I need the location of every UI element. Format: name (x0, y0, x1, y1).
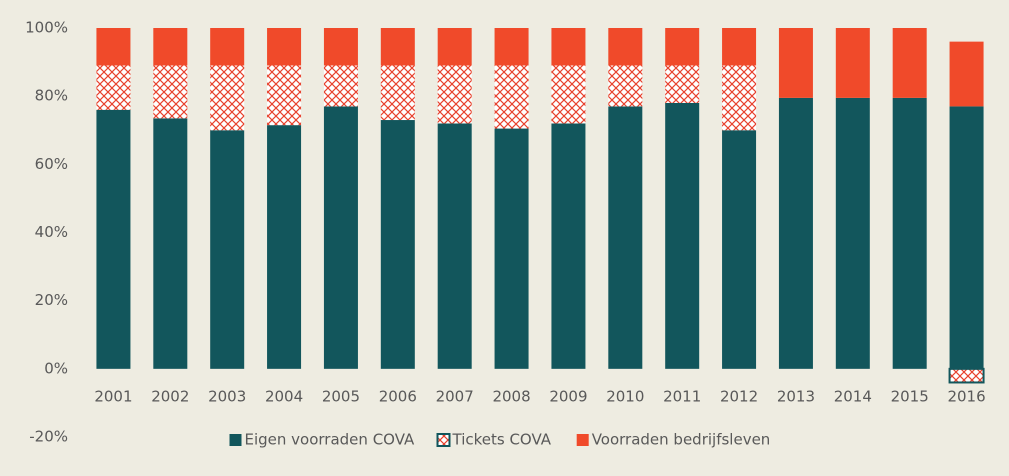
bar-segment (551, 65, 586, 124)
legend-label: Tickets COVA (452, 431, 552, 449)
bar-segment (665, 28, 700, 66)
bar-segment (949, 41, 984, 107)
y-tick-label: 40% (35, 223, 68, 241)
bar-segment (665, 65, 700, 103)
bar-segment (494, 65, 529, 129)
bar-segment (608, 28, 643, 66)
legend-label: Eigen voorraden COVA (245, 431, 416, 449)
x-tick-label: 2010 (606, 387, 644, 405)
y-tick-label: 0% (44, 359, 68, 377)
y-tick-label: 20% (35, 291, 68, 309)
x-tick-label: 2016 (947, 387, 985, 405)
x-tick-label: 2006 (379, 387, 417, 405)
bar-segment (665, 102, 700, 369)
x-tick-label: 2013 (777, 387, 815, 405)
bar-segment (96, 109, 131, 369)
bar-segment (153, 118, 188, 369)
legend-swatch (576, 434, 589, 446)
bar-segment (778, 97, 813, 369)
x-tick-label: 2009 (549, 387, 587, 405)
bar-segment (437, 123, 472, 369)
bar-segment (892, 28, 927, 98)
bar-segment (153, 28, 188, 66)
bar-segment (608, 106, 643, 369)
x-tick-label: 2008 (492, 387, 530, 405)
legend-swatch (436, 433, 451, 447)
x-tick-label: 2007 (436, 387, 474, 405)
bar-segment (380, 120, 415, 369)
bar-segment (380, 28, 415, 66)
x-tick-label: 2012 (720, 387, 758, 405)
x-tick-label: 2011 (663, 387, 701, 405)
bar-segment (96, 28, 131, 66)
x-tick-label: 2015 (891, 387, 929, 405)
bar-segment (551, 28, 586, 66)
x-tick-label: 2003 (208, 387, 246, 405)
bar-segment (835, 97, 870, 369)
bar-segment (210, 65, 245, 131)
y-tick-label: 80% (35, 87, 68, 105)
bar-segment (380, 65, 415, 121)
bar-segment (267, 28, 302, 66)
bar-segment (494, 28, 529, 66)
legend-swatch (229, 434, 242, 446)
bar-segment (494, 128, 529, 369)
bar-segment (551, 123, 586, 369)
bar-segment (722, 28, 757, 66)
bar-segment (949, 106, 984, 369)
y-tick-label: 60% (35, 155, 68, 173)
bar-segment (835, 28, 870, 98)
bar-segment (96, 65, 131, 110)
bar-segment (948, 367, 985, 384)
x-tick-label: 2005 (322, 387, 360, 405)
bar-segment (210, 130, 245, 369)
x-tick-label: 2004 (265, 387, 303, 405)
x-tick-label: 2001 (94, 387, 132, 405)
y-tick-label: -20% (29, 428, 68, 446)
x-tick-label: 2014 (834, 387, 872, 405)
y-tick-label: 100% (25, 19, 68, 37)
bar-segment (210, 28, 245, 66)
x-tick-label: 2002 (151, 387, 189, 405)
bar-segment (892, 97, 927, 369)
bar-segment (267, 125, 302, 369)
bar-segment (437, 28, 472, 66)
bar-segment (608, 65, 643, 107)
bar-segment (778, 28, 813, 98)
bar-segment (323, 106, 358, 369)
bar-segment (722, 130, 757, 369)
bar-segment (722, 65, 757, 131)
bar-segment (323, 28, 358, 66)
legend-label: Voorraden bedrijfsleven (592, 431, 771, 449)
bar-segment (323, 65, 358, 107)
bar-segment (153, 65, 188, 119)
bar-segment (437, 65, 472, 124)
bar-segment (267, 65, 302, 126)
